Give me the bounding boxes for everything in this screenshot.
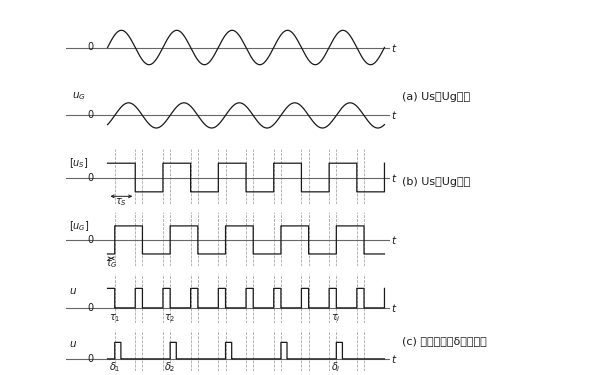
Text: $t$: $t$: [391, 110, 398, 122]
Text: 0: 0: [87, 110, 93, 120]
Text: $t$: $t$: [391, 171, 398, 183]
Text: $t$: $t$: [391, 302, 398, 314]
Text: $\delta_2$: $\delta_2$: [164, 361, 176, 374]
Text: $\delta_i$: $\delta_i$: [331, 361, 341, 374]
Text: $t$: $t$: [391, 353, 398, 365]
Text: $u$: $u$: [69, 286, 77, 296]
Text: $\tau_i$: $\tau_i$: [331, 312, 341, 324]
Text: 0: 0: [87, 235, 93, 245]
Text: 0: 0: [87, 354, 93, 364]
Text: $\tau_1$: $\tau_1$: [109, 312, 121, 324]
Text: 0: 0: [87, 172, 93, 183]
Text: $\delta_1$: $\delta_1$: [109, 361, 121, 374]
Text: $t$: $t$: [391, 42, 398, 54]
Text: $t$: $t$: [391, 234, 398, 246]
Text: 0: 0: [87, 303, 93, 313]
Text: $\tau_S$: $\tau_S$: [115, 196, 127, 208]
Text: (b) Us、Ug方波: (b) Us、Ug方波: [402, 177, 470, 187]
Text: (a) Us、Ug波形: (a) Us、Ug波形: [402, 93, 470, 102]
Text: $\tau_G$: $\tau_G$: [105, 258, 118, 270]
Text: $\tau_2$: $\tau_2$: [164, 312, 176, 324]
Text: $[u_S]$: $[u_S]$: [69, 156, 88, 170]
Text: $u$: $u$: [69, 339, 77, 350]
Text: $u_G$: $u_G$: [71, 90, 85, 102]
Text: (c) 对应相角差δ的矩形波: (c) 对应相角差δ的矩形波: [402, 336, 487, 346]
Text: $[u_G]$: $[u_G]$: [69, 219, 89, 233]
Text: 0: 0: [87, 42, 93, 52]
